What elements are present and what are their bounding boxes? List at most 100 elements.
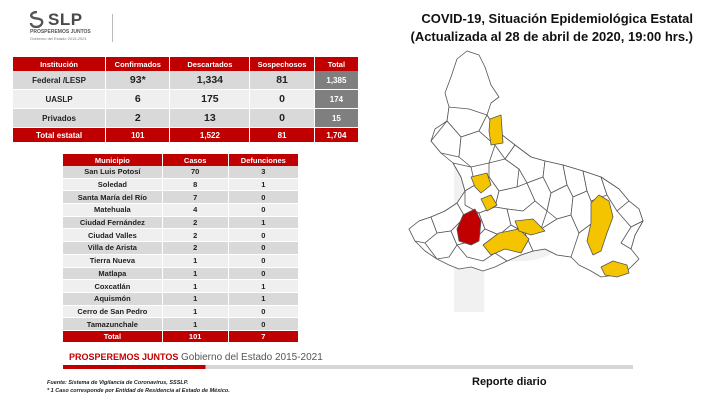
title-line-2: (Actualizada al 28 de abril de 2020, 19:… bbox=[410, 29, 693, 44]
header-divider bbox=[112, 14, 113, 42]
table-cell: 1 bbox=[162, 292, 229, 306]
table-cell: 1 bbox=[162, 305, 229, 319]
table-cell: 0 bbox=[250, 109, 315, 128]
table-total-row: Total estatal 101 1,522 81 1,704 bbox=[13, 128, 359, 143]
table-cell: 70 bbox=[162, 166, 229, 179]
state-map bbox=[408, 50, 644, 278]
table-row: Tierra Nueva 1 0 bbox=[63, 254, 299, 268]
table-row: San Luis Potosí 70 3 bbox=[63, 166, 299, 179]
table-row: Soledad 8 1 bbox=[63, 178, 299, 192]
table-cell: Aquismón bbox=[63, 292, 163, 306]
table-cell: 1,334 bbox=[170, 71, 251, 90]
map-municipio-yellow bbox=[600, 260, 630, 278]
table-cell: 2 bbox=[162, 242, 229, 255]
source-text: Fuente: Sistema de Vigilancia de Coronav… bbox=[47, 380, 189, 386]
table-cell: Tierra Nueva bbox=[63, 254, 163, 268]
table-cell: Total bbox=[63, 330, 163, 343]
table-cell: 1,385 bbox=[314, 71, 359, 90]
footer-divider bbox=[63, 365, 633, 369]
table-cell: Ciudad Fernández bbox=[63, 216, 163, 230]
table-row: Matlapa 1 0 bbox=[63, 267, 299, 281]
footnote-text: * 1 Caso corresponde por Entidad de Resi… bbox=[47, 388, 230, 394]
table-cell: 101 bbox=[162, 330, 229, 343]
table-row: Villa de Arista 2 0 bbox=[63, 242, 299, 255]
title-line-1: COVID-19, Situación Epidemiológica Estat… bbox=[421, 11, 693, 26]
table-cell: Villa de Arista bbox=[63, 242, 163, 255]
map-municipio bbox=[570, 190, 596, 234]
table-cell: 1 bbox=[228, 216, 299, 230]
map-municipio-yellow bbox=[470, 172, 492, 194]
table-cell: 0 bbox=[228, 204, 299, 217]
table-cell: 2 bbox=[162, 216, 229, 230]
slp-logo-icon bbox=[29, 11, 44, 28]
col-header: Municipio bbox=[63, 154, 163, 166]
table-cell: Matehuala bbox=[63, 204, 163, 217]
table-cell: 1 bbox=[228, 292, 299, 306]
source-note: Fuente: Sistema de Vigilancia de Coronav… bbox=[47, 379, 230, 395]
table-cell: 174 bbox=[314, 90, 359, 109]
page-title: COVID-19, Situación Epidemiológica Estat… bbox=[410, 10, 693, 46]
table-cell: 15 bbox=[314, 109, 359, 128]
table-total-row: Total 101 7 bbox=[63, 330, 299, 343]
table-cell: 0 bbox=[228, 267, 299, 281]
logo-subtagline: Gobierno del Estado 2015-2021 bbox=[30, 36, 87, 41]
table-cell: 0 bbox=[228, 254, 299, 268]
table-cell: Total estatal bbox=[13, 128, 107, 143]
col-header: Confirmados bbox=[106, 57, 171, 71]
map-municipio-yellow bbox=[514, 218, 546, 236]
table-cell: Coxcatlán bbox=[63, 280, 163, 293]
map-municipio-yellow bbox=[488, 114, 504, 146]
table-cell: 93* bbox=[106, 71, 171, 90]
table-cell: 3 bbox=[228, 166, 299, 179]
table-row: Aquismón 1 1 bbox=[63, 292, 299, 306]
table-cell: Cerro de San Pedro bbox=[63, 305, 163, 319]
col-header: Descartados bbox=[170, 57, 251, 71]
logo-text: SLP bbox=[48, 10, 83, 29]
table-cell: 7 bbox=[162, 191, 229, 205]
institution-table: Institución Confirmados Descartados Sosp… bbox=[13, 57, 359, 143]
table-cell: Soledad bbox=[63, 178, 163, 192]
table-cell: 2 bbox=[162, 229, 229, 243]
logo-tagline: PROSPEREMOS JUNTOS bbox=[30, 29, 91, 35]
table-row: Cerro de San Pedro 1 0 bbox=[63, 305, 299, 319]
table-cell: 8 bbox=[162, 178, 229, 192]
table-cell: 7 bbox=[228, 330, 299, 343]
table-cell: Tamazunchale bbox=[63, 318, 163, 331]
table-cell: 0 bbox=[228, 318, 299, 331]
footer-brand: PROSPEREMOS JUNTOS bbox=[69, 352, 179, 362]
municipio-table: Municipio Casos Defunciones San Luis Pot… bbox=[63, 154, 299, 343]
table-cell: 1 bbox=[228, 178, 299, 192]
map-municipio-yellow bbox=[586, 194, 614, 256]
table-row: Federal /LESP 93* 1,334 81 1,385 bbox=[13, 71, 359, 90]
table-row: Matehuala 4 0 bbox=[63, 204, 299, 217]
footer-government: Gobierno del Estado 2015-2021 bbox=[181, 352, 323, 363]
col-header: Sospechosos bbox=[250, 57, 315, 71]
table-cell: Ciudad Valles bbox=[63, 229, 163, 243]
table-cell: 13 bbox=[170, 109, 251, 128]
col-header: Casos bbox=[162, 154, 229, 166]
institution-table-header: Institución Confirmados Descartados Sosp… bbox=[13, 57, 359, 71]
table-cell: 0 bbox=[228, 229, 299, 243]
table-cell: San Luis Potosí bbox=[63, 166, 163, 179]
map-municipio-red bbox=[456, 208, 482, 246]
footer-band: PROSPEREMOS JUNTOS Gobierno del Estado 2… bbox=[63, 352, 633, 364]
col-header: Institución bbox=[13, 57, 107, 71]
municipio-table-header: Municipio Casos Defunciones bbox=[63, 154, 299, 166]
table-cell: 0 bbox=[250, 90, 315, 109]
table-cell: 2 bbox=[106, 109, 171, 128]
table-cell: 175 bbox=[170, 90, 251, 109]
table-row: Ciudad Valles 2 0 bbox=[63, 229, 299, 243]
table-cell: 1 bbox=[228, 280, 299, 293]
table-cell: 81 bbox=[250, 128, 315, 143]
table-row: Coxcatlán 1 1 bbox=[63, 280, 299, 293]
map-municipio bbox=[524, 214, 580, 258]
table-cell: 0 bbox=[228, 305, 299, 319]
table-row: Tamazunchale 1 0 bbox=[63, 318, 299, 331]
col-header: Defunciones bbox=[228, 154, 299, 166]
table-cell: 1 bbox=[162, 280, 229, 293]
table-cell: 1,704 bbox=[314, 128, 359, 143]
table-cell: UASLP bbox=[13, 90, 107, 109]
table-cell: Matlapa bbox=[63, 267, 163, 281]
slp-logo: SLP PROSPEREMOS JUNTOS Gobierno del Esta… bbox=[28, 10, 103, 44]
table-cell: 101 bbox=[106, 128, 171, 143]
